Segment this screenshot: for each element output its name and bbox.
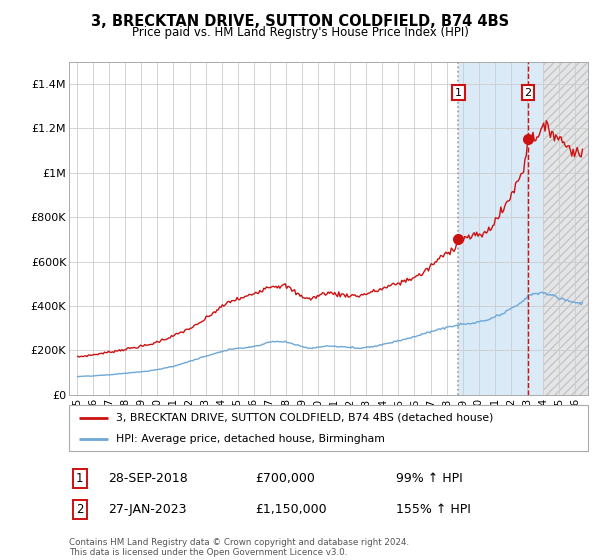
Text: £700,000: £700,000 [255,472,315,486]
Text: HPI: Average price, detached house, Birmingham: HPI: Average price, detached house, Birm… [116,435,385,444]
Text: £1,150,000: £1,150,000 [255,503,326,516]
Bar [458,62,588,395]
FancyBboxPatch shape [69,405,588,451]
Text: Price paid vs. HM Land Registry's House Price Index (HPI): Price paid vs. HM Land Registry's House … [131,26,469,39]
Text: 1: 1 [76,472,83,486]
Text: 99% ↑ HPI: 99% ↑ HPI [396,472,463,486]
Text: 3, BRECKTAN DRIVE, SUTTON COLDFIELD, B74 4BS (detached house): 3, BRECKTAN DRIVE, SUTTON COLDFIELD, B74… [116,413,493,423]
Text: 28-SEP-2018: 28-SEP-2018 [108,472,188,486]
Text: 1: 1 [455,88,462,97]
Text: 3, BRECKTAN DRIVE, SUTTON COLDFIELD, B74 4BS: 3, BRECKTAN DRIVE, SUTTON COLDFIELD, B74… [91,14,509,29]
Text: 27-JAN-2023: 27-JAN-2023 [108,503,187,516]
Text: 2: 2 [524,88,532,97]
Text: 155% ↑ HPI: 155% ↑ HPI [396,503,471,516]
Text: 2: 2 [76,503,83,516]
Text: Contains HM Land Registry data © Crown copyright and database right 2024.
This d: Contains HM Land Registry data © Crown c… [69,538,409,557]
Bar [543,62,588,395]
